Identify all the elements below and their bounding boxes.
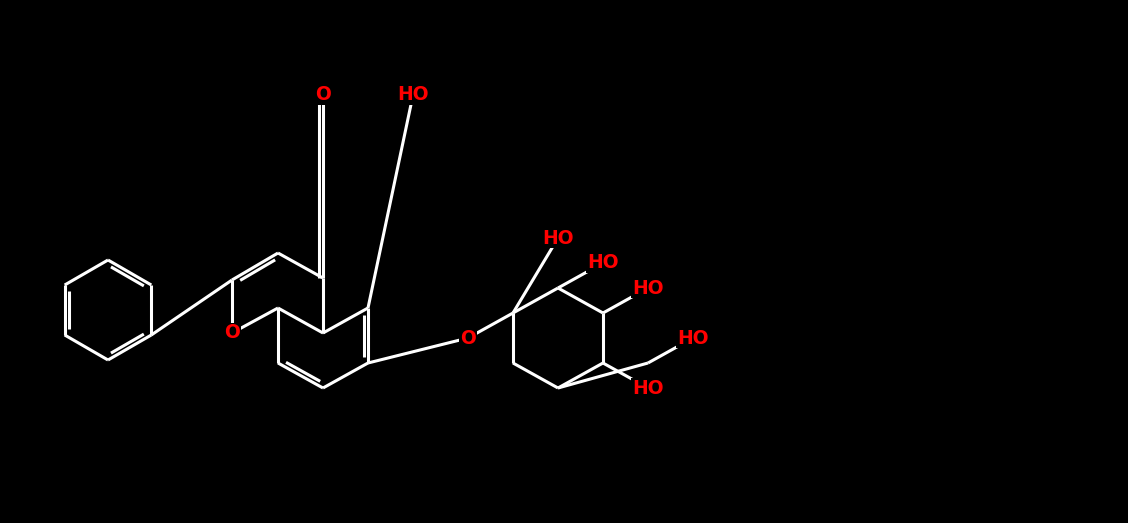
Text: HO: HO (632, 379, 663, 397)
Text: O: O (315, 85, 331, 105)
Text: O: O (224, 324, 240, 343)
Text: HO: HO (397, 85, 429, 105)
Text: O: O (460, 328, 476, 347)
Text: HO: HO (632, 279, 663, 298)
Text: HO: HO (588, 254, 619, 272)
Text: HO: HO (677, 328, 708, 347)
Text: HO: HO (543, 229, 574, 247)
